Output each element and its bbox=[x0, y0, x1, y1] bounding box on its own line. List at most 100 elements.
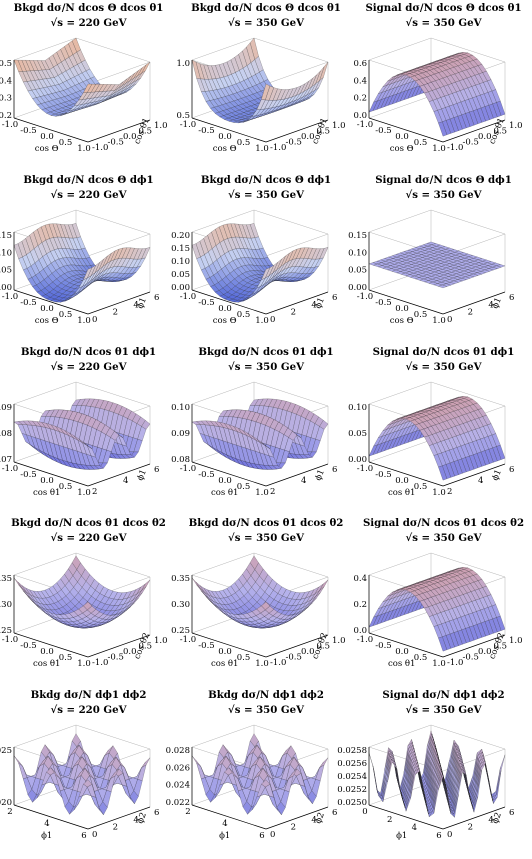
x-tick-label: 1.0 bbox=[77, 316, 91, 326]
surface-plot-panel: Signal dσ/N dcos θ1 dϕ1 √s = 350 GeV -1.0-… bbox=[348, 344, 532, 515]
z-tick-label: 0.09 bbox=[0, 402, 12, 412]
plot-title: Bkgd dσ/N dcos Θ dϕ1 bbox=[200, 173, 332, 186]
x-axis-label: cos θ1 bbox=[33, 660, 60, 670]
x-axis-line bbox=[191, 633, 266, 658]
surface-cell bbox=[18, 762, 28, 780]
box-edge bbox=[13, 553, 77, 576]
x-tick-label: 0.0 bbox=[40, 132, 54, 142]
y-axis-line bbox=[442, 806, 506, 830]
x-axis-line bbox=[368, 289, 444, 315]
x-tick-label: 0.0 bbox=[395, 132, 409, 142]
z-tick-label: 0.30 bbox=[0, 600, 12, 610]
plot-title: Signal dσ/N dcos θ1 dϕ1 bbox=[372, 345, 515, 358]
axes: -1.0-0.5 0.0 0.5 1.0 2 4 6 0.10 0.05 0.00 cos θ1 ϕ1 bbox=[348, 402, 514, 497]
y-tick-label: 0.5 bbox=[494, 127, 508, 137]
surface-plot-panel: Bkgd dσ/N dcos Θ dcos θ1 √s = 350 GeV -1.0… bbox=[176, 0, 355, 171]
x-tick-label: -0.5 bbox=[20, 641, 36, 651]
z-tick-label: 0.35 bbox=[0, 574, 12, 584]
x-tick-label: 0.5 bbox=[59, 653, 73, 663]
z-tick-label: 0.25 bbox=[171, 626, 190, 636]
plot-title: Bkdg dσ/N dϕ1 dϕ2 bbox=[30, 689, 147, 702]
surface-mesh bbox=[13, 398, 151, 470]
surface-cell bbox=[195, 582, 205, 593]
x-tick-label: 0 bbox=[362, 807, 367, 817]
x-tick-label: 1.0 bbox=[255, 316, 269, 326]
box-edge bbox=[75, 381, 151, 406]
y-tick-label: 0.5 bbox=[139, 127, 153, 137]
box-edge bbox=[368, 782, 432, 806]
x-tick-label: 0.0 bbox=[40, 476, 54, 486]
y-tick-label: 4 bbox=[311, 300, 316, 310]
x-tick-label: 0.0 bbox=[218, 132, 232, 142]
y-tick-label: -1.0 bbox=[447, 658, 463, 668]
x-axis-label: cos Θ bbox=[35, 144, 59, 154]
surface-plot-svg: -1.0-0.50.00.51.0 -1.0-0.50.00.51.01.00.5… bbox=[176, 37, 345, 154]
plot-title: Bkdg dσ/N dϕ1 dϕ2 bbox=[208, 689, 324, 702]
plot-title: Bkgd dσ/N dcos θ1 dcos θ2 bbox=[11, 517, 166, 530]
plot-energy-label: √s = 220 GeV bbox=[50, 704, 127, 717]
surface-plot-svg: -1.0-0.5 0.0 0.5 1.00 2 4 6 0.15 0.10 0.05 0.00 cos… bbox=[0, 209, 159, 326]
surface-plot-panel: Signal dσ/N dcos θ1 dcos θ2 √s = 350 GeV -… bbox=[353, 515, 532, 686]
surface-mesh bbox=[368, 395, 506, 480]
surface-mesh bbox=[191, 556, 328, 629]
box-edge bbox=[265, 61, 328, 85]
z-tick-label: 0.4 bbox=[353, 76, 367, 86]
box-edge bbox=[368, 611, 432, 634]
z-tick-label: 0.0 bbox=[353, 626, 367, 636]
surface-plot-svg: -1.0-0.50.00.51.0 -1.0-0.50.00.51.00.60.4… bbox=[353, 37, 523, 154]
y-axis-line bbox=[442, 635, 506, 658]
x-tick-label: 0.5 bbox=[414, 310, 428, 320]
plot-energy-label: √s = 350 GeV bbox=[405, 704, 482, 717]
y-axis-label: ϕ2 bbox=[313, 811, 326, 825]
z-tick-label: 0.00 bbox=[348, 455, 367, 465]
x-axis-line bbox=[13, 461, 89, 486]
y-tick-label: 4 bbox=[301, 476, 306, 486]
y-tick-label: 6 bbox=[332, 465, 337, 475]
x-axis-line bbox=[368, 461, 444, 486]
y-tick-label: 0 bbox=[92, 830, 97, 840]
x-axis-label: ϕ1 bbox=[219, 831, 230, 841]
z-tick-label: 0.05 bbox=[0, 265, 12, 275]
y-tick-label: 0.0 bbox=[478, 647, 492, 657]
z-tick-label: 0.2 bbox=[353, 600, 367, 610]
surface-cell bbox=[438, 637, 448, 652]
surface-cell bbox=[191, 578, 201, 590]
x-tick-label: -0.5 bbox=[20, 470, 36, 480]
z-tick-label: 0.0252 bbox=[337, 785, 367, 795]
box-edge bbox=[13, 37, 77, 61]
box-edge bbox=[253, 553, 328, 578]
x-tick-label: -0.5 bbox=[375, 641, 391, 651]
surface-cell bbox=[438, 284, 448, 288]
surface-mesh bbox=[368, 567, 506, 652]
box-edge bbox=[368, 724, 432, 748]
plot-energy-label: √s = 350 GeV bbox=[405, 17, 482, 29]
box-edge bbox=[368, 553, 432, 576]
y-tick-label: 4 bbox=[488, 816, 493, 826]
box-edge bbox=[13, 724, 77, 748]
x-axis-line bbox=[13, 633, 89, 658]
x-tick-label: -1.0 bbox=[357, 635, 373, 645]
x-tick-label: 0.5 bbox=[414, 653, 428, 663]
x-axis-line bbox=[13, 289, 89, 315]
x-axis-line bbox=[368, 117, 444, 143]
z-tick-label: 0.2 bbox=[353, 94, 367, 104]
x-tick-label: 0.5 bbox=[236, 138, 250, 148]
y-tick-label: 4 bbox=[488, 300, 493, 310]
axes: -1.0-0.50.00.51.0 -1.0-0.50.00.51.00.60.4… bbox=[353, 59, 522, 154]
surface-plot-panel: Bkgd dσ/N dcos Θ dϕ1 √s = 350 GeV -1.0 -0.5… bbox=[171, 172, 355, 343]
plot-energy-label: √s = 350 GeV bbox=[405, 188, 482, 201]
y-tick-label: 0 bbox=[447, 830, 452, 840]
x-axis-line bbox=[13, 804, 89, 830]
x-axis-line bbox=[191, 461, 266, 486]
z-tick-label: 0.25 bbox=[0, 626, 12, 636]
z-tick-label: 0.00 bbox=[171, 283, 190, 293]
x-tick-label: 0.0 bbox=[40, 304, 54, 314]
box-edge bbox=[430, 209, 506, 235]
axes: -1.0-0.5 0.0 0.5 1.00 2 4 6 0.15 0.10 0.05 0.00 cos… bbox=[0, 231, 159, 326]
box-edge bbox=[253, 209, 328, 235]
z-tick-label: 0.00 bbox=[348, 283, 367, 293]
z-tick-label: 0.05 bbox=[348, 429, 367, 439]
surface-cell bbox=[260, 267, 270, 280]
